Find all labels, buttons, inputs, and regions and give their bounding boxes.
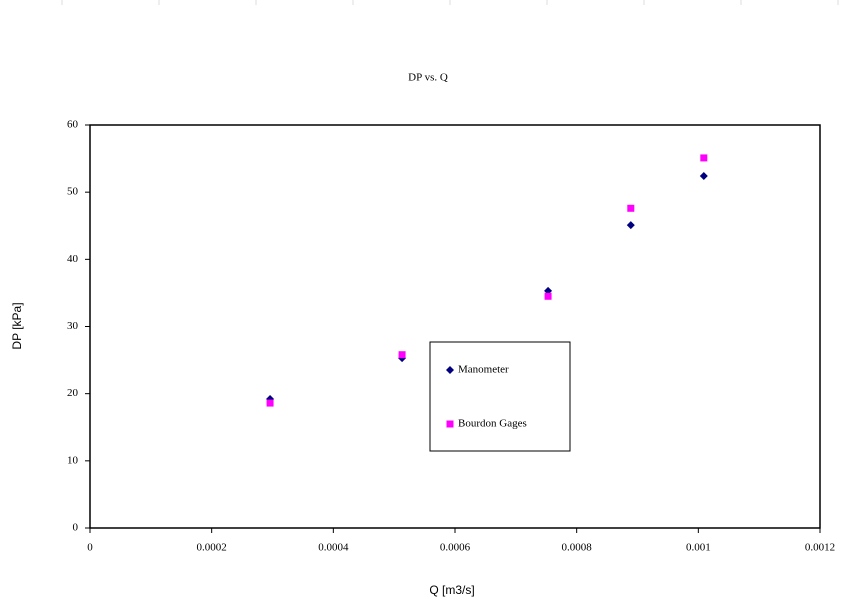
x-tick-label: 0.0006 (440, 542, 471, 554)
sheet-lines (61, 0, 839, 5)
legend-marker (446, 420, 454, 428)
marker (700, 154, 708, 162)
marker (266, 399, 274, 407)
y-axis-label: DP [kPa] (10, 302, 24, 349)
x-tick-label: 0.0008 (562, 542, 593, 554)
legend-box (429, 341, 571, 452)
legend-label: Manometer (458, 364, 509, 376)
y-tick-label: 50 (67, 186, 79, 198)
y-tick-label: 0 (73, 522, 79, 534)
marker (544, 292, 552, 300)
x-tick-label: 0.0002 (197, 542, 227, 554)
legend-label: Bourdon Gages (458, 418, 527, 430)
y-tick-label: 20 (67, 387, 79, 399)
x-tick-label: 0 (87, 542, 93, 554)
marker (626, 221, 635, 230)
x-axis-label: Q [m3/s] (429, 583, 474, 597)
y-tick-label: 40 (67, 253, 79, 265)
marker (398, 351, 406, 359)
x-tick-label: 0.0012 (805, 542, 835, 554)
legend-marker (446, 366, 454, 374)
y-tick-label: 10 (67, 454, 79, 466)
plot-area (89, 124, 821, 529)
legend: Manometer Bourdon Gages (429, 341, 571, 452)
x-tick-label: 0.001 (686, 542, 711, 554)
marker (699, 172, 708, 181)
x-tick-label: 0.0004 (318, 542, 349, 554)
marker (627, 204, 635, 212)
y-tick-label: 30 (67, 320, 79, 332)
y-tick-label: 60 (67, 119, 79, 131)
chart-title: DP vs. Q (408, 72, 448, 84)
